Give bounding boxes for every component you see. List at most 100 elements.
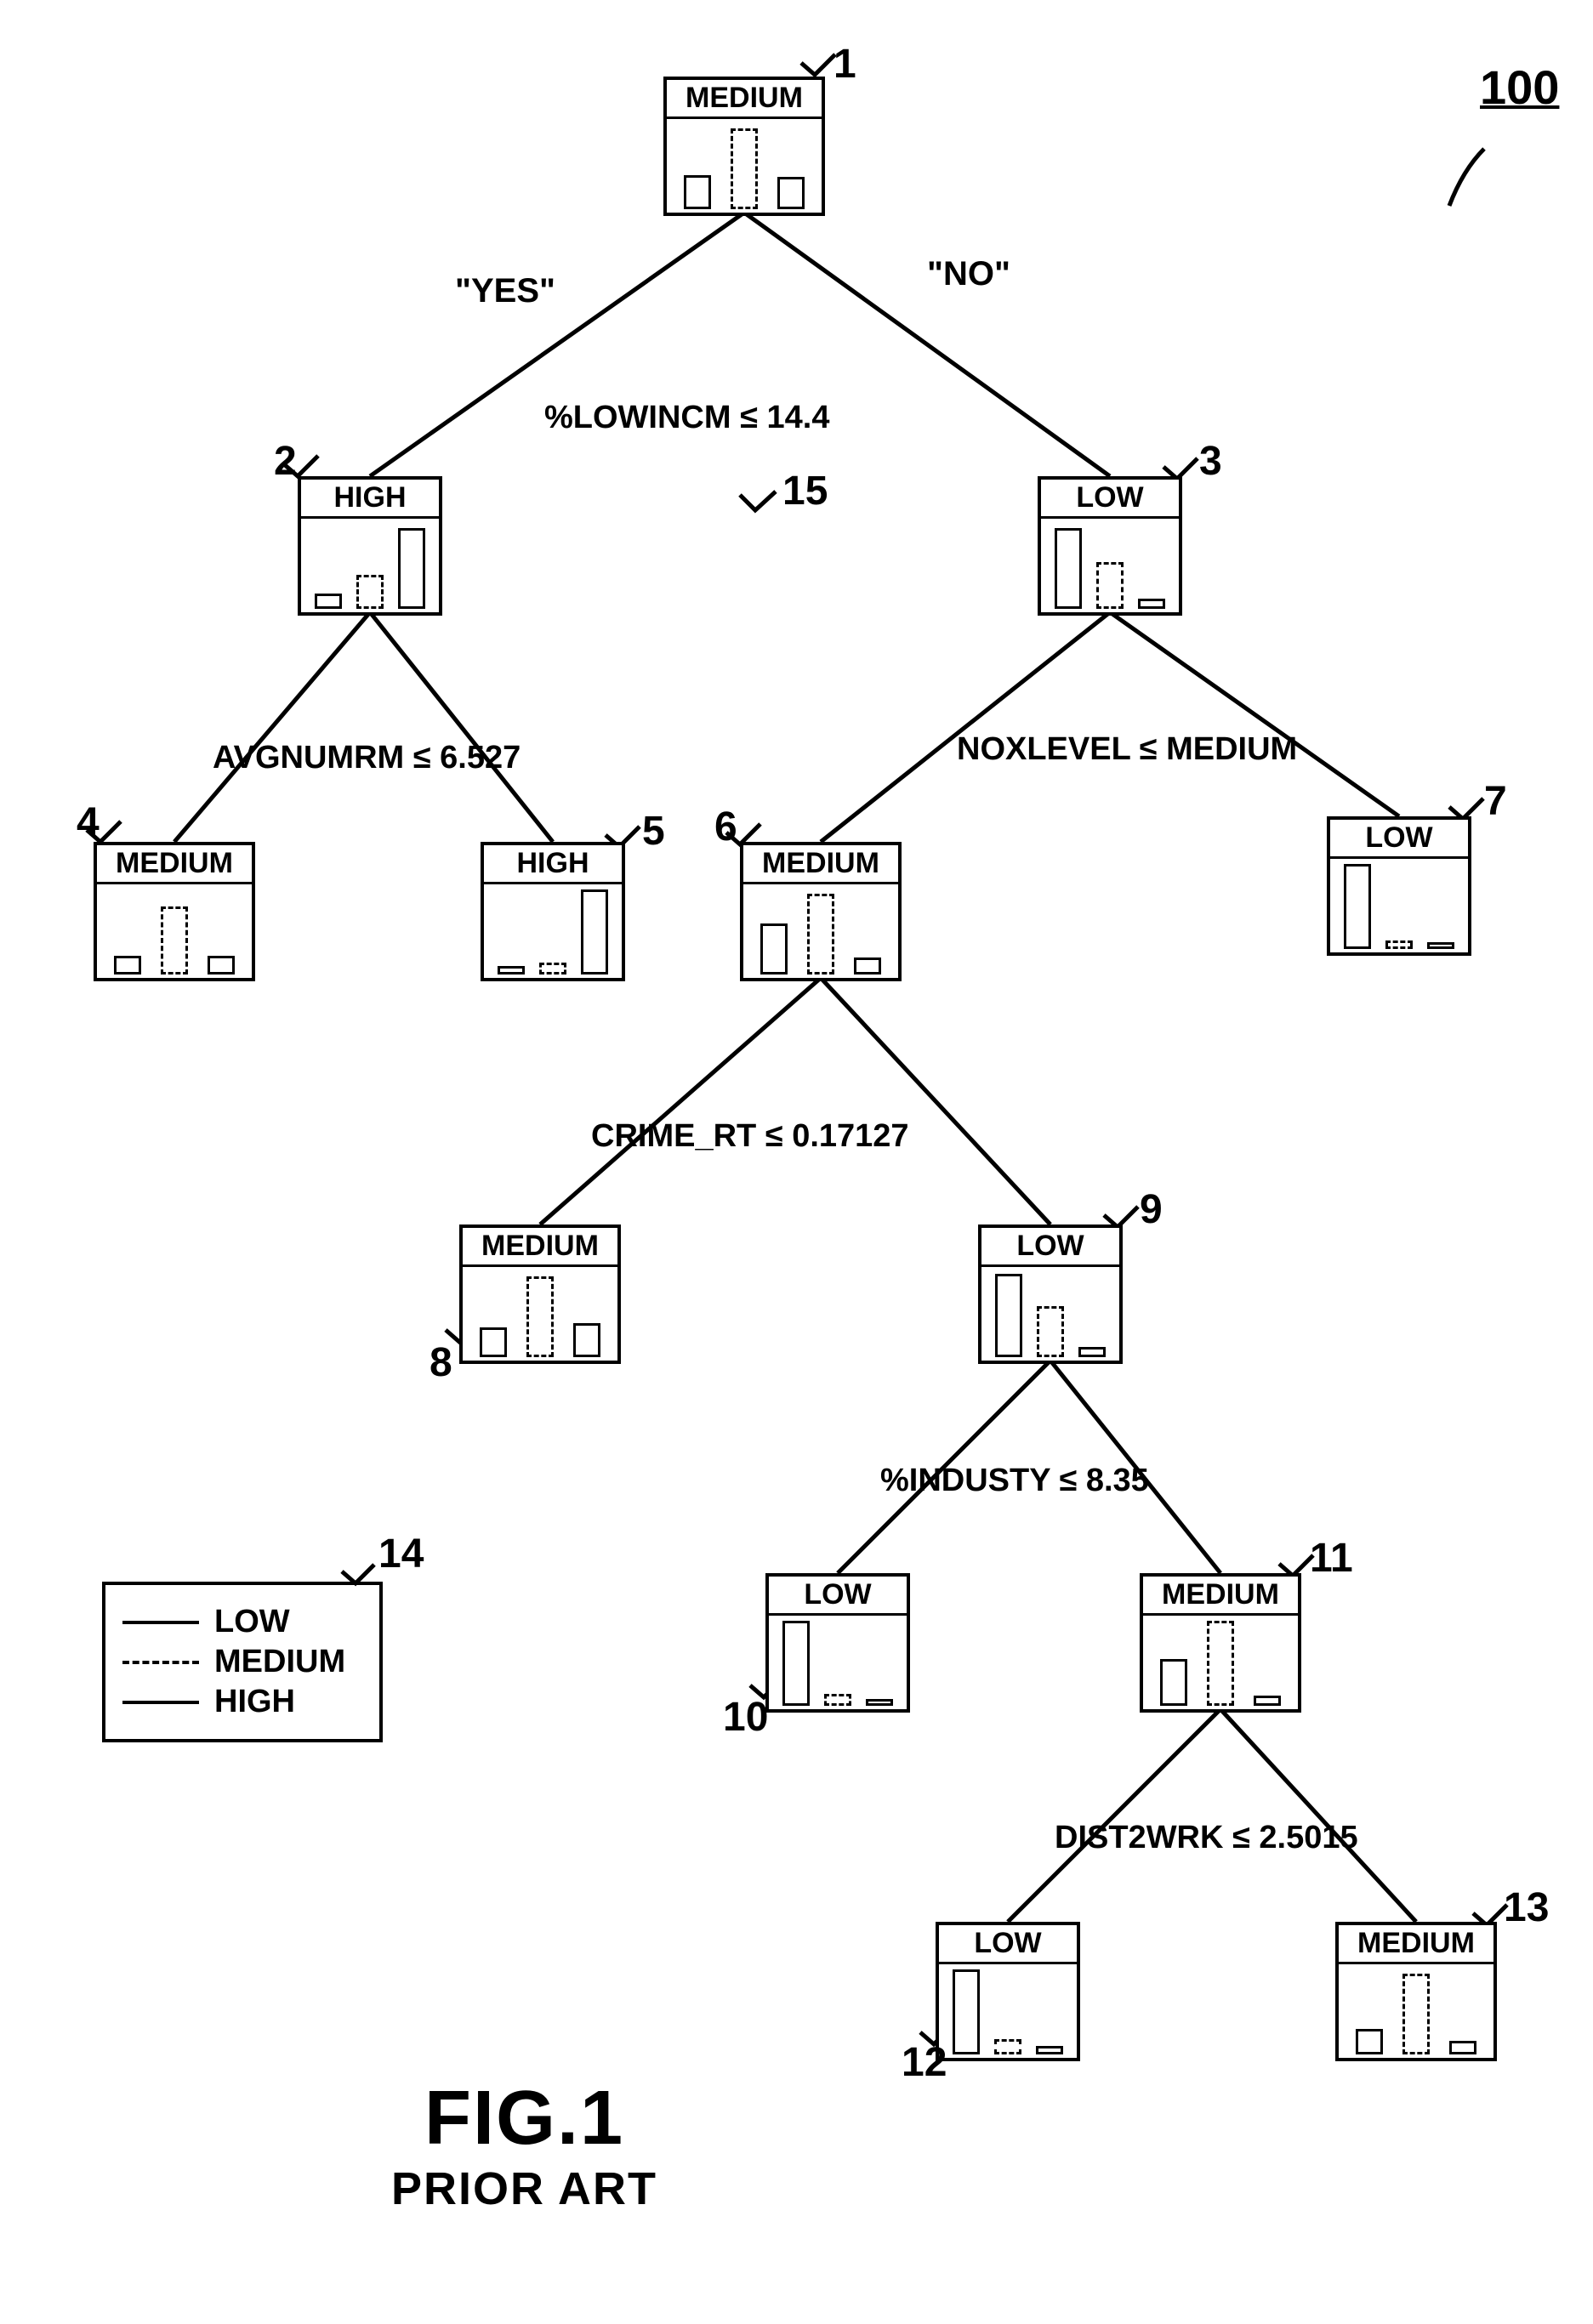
bar-high [208, 956, 235, 974]
tree-node-n12: LOW [936, 1922, 1080, 2061]
node-title: MEDIUM [667, 80, 822, 119]
node-chart [667, 119, 822, 213]
node-chart [463, 1267, 617, 1361]
node-ref-n5: 5 [642, 808, 665, 855]
split-n3: NOXLEVEL ≤ MEDIUM [957, 731, 1297, 768]
node-chart [1339, 1964, 1493, 2058]
tree-node-n13: MEDIUM [1335, 1922, 1497, 2061]
annotation-100: 100 [1480, 60, 1559, 115]
node-ref-n2: 2 [274, 438, 297, 485]
bar-medium [1402, 1974, 1430, 2054]
node-title: MEDIUM [1339, 1925, 1493, 1964]
tree-node-n7: LOW [1327, 816, 1471, 956]
diagram-container: 100 MEDIUM1HIGH2LOW3MEDIUM4HIGH5MEDIUM6L… [0, 0, 1593, 2324]
figure-caption: FIG.1 PRIOR ART [391, 2075, 657, 2215]
bar-medium [526, 1276, 554, 1357]
node-ref-n3: 3 [1199, 438, 1222, 485]
bar-high [1449, 2041, 1476, 2054]
bar-low [114, 956, 141, 974]
bar-medium [356, 575, 384, 609]
legend-label-medium: MEDIUM [214, 1644, 345, 1680]
bar-medium [1037, 1306, 1064, 1357]
edge-label-yes: "YES" [455, 272, 555, 310]
node-chart [1143, 1616, 1298, 1709]
legend-row-medium: MEDIUM [122, 1644, 345, 1680]
tree-node-n1: MEDIUM [663, 77, 825, 216]
bar-high [573, 1323, 600, 1357]
legend-label-high: HIGH [214, 1684, 295, 1720]
bar-low [1055, 528, 1082, 609]
bar-high [1427, 942, 1454, 949]
node-ref-n8: 8 [430, 1339, 452, 1386]
legend-row-low: LOW [122, 1604, 345, 1640]
bar-high [866, 1699, 893, 1706]
split-n11: DIST2WRK ≤ 2.5015 [1055, 1820, 1358, 1856]
tree-node-n3: LOW [1038, 476, 1182, 616]
bar-medium [731, 128, 758, 209]
node-title: HIGH [484, 845, 622, 884]
bar-medium [1385, 940, 1413, 949]
split-n2: AVGNUMRM ≤ 6.527 [213, 740, 521, 776]
bar-medium [1207, 1621, 1234, 1706]
bar-low [1344, 864, 1371, 949]
node-chart [743, 884, 898, 978]
node-title: MEDIUM [463, 1228, 617, 1267]
bar-low [782, 1621, 810, 1706]
tree-node-n2: HIGH [298, 476, 442, 616]
bar-high [581, 889, 608, 974]
tree-node-n6: MEDIUM [740, 842, 902, 981]
tree-node-n8: MEDIUM [459, 1225, 621, 1364]
legend-row-high: HIGH [122, 1684, 345, 1720]
bar-high [1138, 599, 1165, 609]
node-title: HIGH [301, 480, 439, 519]
node-ref-n12: 12 [902, 2039, 947, 2086]
node-title: MEDIUM [743, 845, 898, 884]
split-root: %LOWINCM ≤ 14.4 [544, 400, 829, 436]
tree-node-n9: LOW [978, 1225, 1123, 1364]
node-chart [1330, 859, 1468, 952]
figure-caption-line2: PRIOR ART [391, 2162, 657, 2215]
bar-high [1036, 2046, 1063, 2054]
bar-medium [1096, 562, 1124, 609]
node-title: MEDIUM [97, 845, 252, 884]
node-title: LOW [769, 1577, 907, 1616]
node-ref-n7: 7 [1484, 778, 1507, 825]
bar-low [1160, 1659, 1187, 1706]
edge-label-no: "NO" [927, 255, 1010, 293]
bar-medium [539, 963, 566, 974]
node-title: LOW [1330, 820, 1468, 859]
bar-high [854, 957, 881, 974]
node-title: LOW [1041, 480, 1179, 519]
tree-node-n10: LOW [765, 1573, 910, 1713]
bar-medium [824, 1694, 851, 1706]
node-title: MEDIUM [1143, 1577, 1298, 1616]
legend-line-low [122, 1621, 199, 1624]
node-chart [97, 884, 252, 978]
legend-ref: 14 [378, 1531, 424, 1577]
node-title: LOW [939, 1925, 1077, 1964]
node-chart [484, 884, 622, 978]
bar-low [498, 966, 525, 974]
legend-line-high [122, 1701, 199, 1704]
tree-node-n4: MEDIUM [94, 842, 255, 981]
node-title: LOW [981, 1228, 1119, 1267]
node-chart [939, 1964, 1077, 2058]
node-ref-n1: 1 [833, 41, 856, 88]
split-root-ref: 15 [782, 468, 828, 514]
bar-low [995, 1274, 1022, 1357]
bar-low [480, 1327, 507, 1357]
bar-low [1356, 2029, 1383, 2054]
bar-high [1254, 1696, 1281, 1706]
figure-caption-line1: FIG.1 [391, 2075, 657, 2162]
node-chart [981, 1267, 1119, 1361]
node-ref-n6: 6 [714, 804, 737, 850]
bar-medium [994, 2039, 1021, 2054]
bar-low [953, 1969, 980, 2054]
bar-medium [161, 906, 188, 974]
bar-medium [807, 894, 834, 974]
node-chart [1041, 519, 1179, 612]
bar-high [398, 528, 425, 609]
split-n6: CRIME_RT ≤ 0.17127 [591, 1118, 909, 1155]
bar-low [684, 175, 711, 209]
bar-high [777, 177, 805, 209]
